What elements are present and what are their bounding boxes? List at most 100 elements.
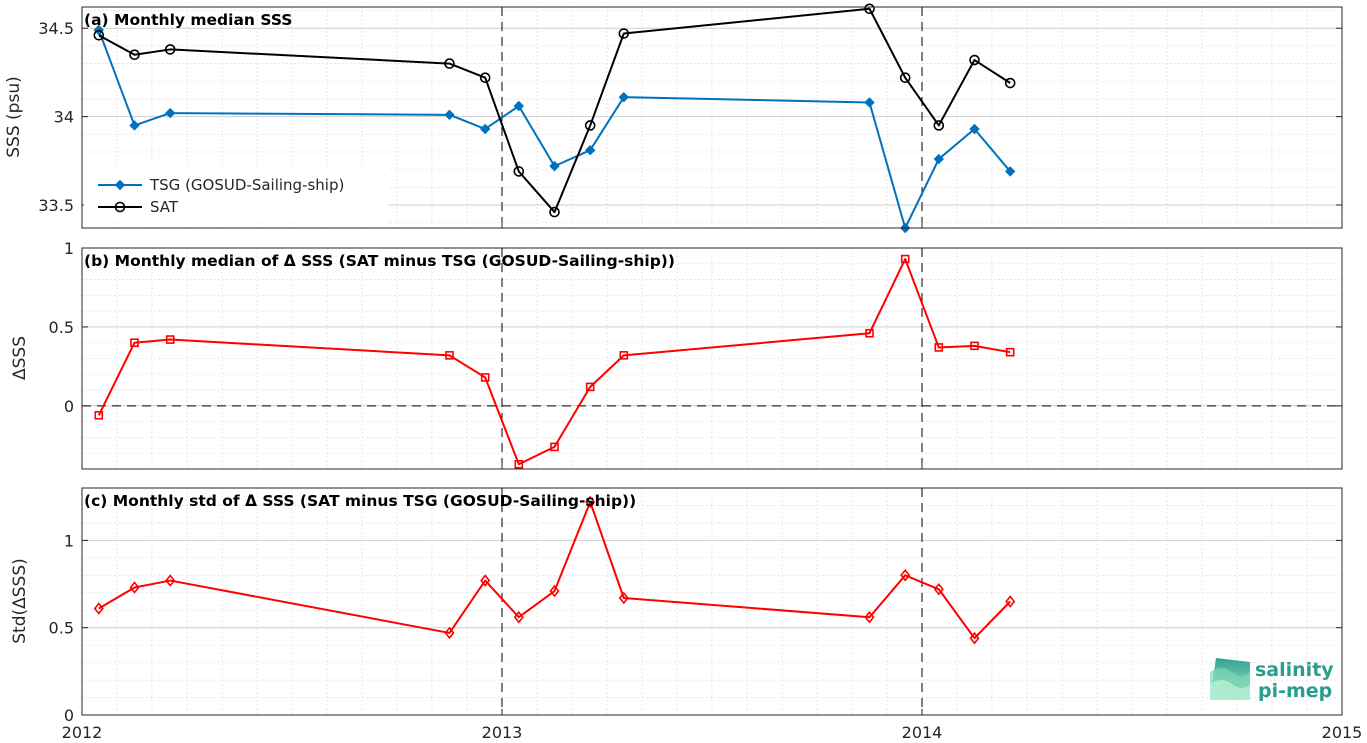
data-point-1-8 [618,28,630,39]
data-point-1-4 [479,72,491,84]
y-tick-label: 1 [64,531,74,550]
data-point-0-11 [933,582,944,596]
data-point-0-7 [585,382,595,392]
salinity-pi-mep-logo: salinity pi-mep [1210,658,1334,702]
series-line-0 [97,29,1011,229]
data-point-1-6 [549,206,560,218]
legend-box [84,165,388,223]
y-tick-label: 0.5 [49,318,74,337]
data-point-0-0 [93,602,104,615]
data-point-0-1 [130,338,139,348]
data-point-0-3 [445,351,454,360]
legend: TSG (GOSUD-Sailing-ship) SAT [84,165,388,223]
logo-line1: salinity [1255,659,1334,681]
data-point-1-5 [513,166,525,177]
data-point-0-13 [1004,166,1016,177]
data-point-1-13 [1004,77,1016,89]
data-point-1-11 [933,120,945,131]
x-tick-label: 2013 [482,723,523,742]
data-point-0-9 [864,97,875,108]
logo-wave-icon [1210,658,1250,700]
legend-tsg-marker [114,179,126,191]
panel-a-monthly-median-sss: 33.5 34 34.5 (a) Monthly median SSS SSS (p… [4,3,1343,234]
panel-c-std-delta-sss: 00.51 (c) Monthly std of Δ SSS (SAT minu… [10,487,1343,725]
panel-c-title: (c) Monthly std of Δ SSS (SAT minus TSG … [84,492,636,510]
data-point-0-0 [93,24,105,36]
y-tick-label: 0 [64,706,74,725]
data-point-0-3 [444,626,455,640]
data-point-0-4 [480,574,491,587]
data-point-0-6 [549,160,560,172]
data-point-0-12 [969,123,980,135]
panel-b-y-ticks: 00.51 [49,239,1343,469]
data-point-0-5 [513,100,525,112]
series-line-1 [98,7,1011,214]
panel-b-title: (b) Monthly median of Δ SSS (SAT minus T… [84,252,675,270]
data-point-1-10 [899,72,911,84]
data-point-0-7 [584,145,596,156]
data-point-0-4 [480,373,490,382]
data-point-0-2 [165,335,175,344]
data-point-0-10 [900,254,910,264]
data-point-0-13 [1005,595,1016,608]
y-tick-label: 0.5 [49,619,74,638]
data-point-0-1 [129,581,140,594]
logo-line2: pi-mep [1258,680,1332,702]
data-point-0-11 [934,343,944,352]
data-point-0-6 [550,442,559,452]
data-point-0-1 [129,120,140,131]
panel-b-axes-box [81,247,1343,470]
data-point-0-2 [164,107,176,119]
data-point-0-4 [479,123,491,135]
legend-sat-marker [114,201,126,213]
panel-c-year-lines [501,488,923,715]
panel-a-axes-box [81,6,1343,229]
data-point-1-2 [164,44,176,55]
data-point-0-8 [618,591,629,605]
panel-c-axes-box [81,487,1343,716]
panel-c-series [93,495,1016,645]
panel-c-ylabel: Std(ΔSSS) [10,558,30,644]
panel-b-series [94,254,1015,469]
data-point-0-8 [618,91,630,103]
data-point-0-10 [900,569,911,582]
y-tick-label: 34 [54,108,74,127]
data-point-1-1 [129,49,140,61]
data-point-0-2 [165,574,176,587]
data-point-0-5 [514,459,524,469]
x-axis-tick-labels: 2012 2013 2014 2015 [62,723,1363,742]
x-tick-label: 2015 [1322,723,1363,742]
panel-a-y-ticks: 33.5 34 34.5 [38,19,1343,228]
legend-tsg-label: TSG (GOSUD-Sailing-ship) [149,176,344,194]
legend-sat-label: SAT [150,198,179,216]
x-tick-label: 2012 [62,723,103,742]
data-point-0-7 [585,495,596,509]
panel-b-median-delta-sss: 00.51 (b) Monthly median of Δ SSS (SAT m… [10,239,1343,470]
data-point-0-5 [513,610,524,624]
panel-a-ylabel: SSS (psu) [4,76,24,157]
data-point-0-13 [1005,347,1015,357]
data-point-1-7 [584,120,596,131]
panel-b-ylabel: ΔSSS [10,336,30,380]
data-point-1-3 [444,58,455,69]
y-tick-label: 0 [64,397,74,416]
data-point-1-9 [864,3,875,15]
data-point-0-9 [865,328,874,338]
series-line-0 [97,258,1011,466]
data-point-0-12 [969,631,980,645]
data-point-0-11 [933,153,945,165]
y-tick-label: 34.5 [38,19,74,38]
y-tick-label: 33.5 [38,196,74,215]
y-tick-label: 1 [64,239,74,258]
x-tick-label: 2014 [902,723,943,742]
data-point-0-8 [619,351,629,360]
series-line-0 [98,500,1011,640]
panel-a-series [93,3,1016,234]
data-point-1-0 [93,29,105,41]
data-point-0-6 [549,584,560,598]
data-point-1-12 [969,54,980,66]
data-point-0-9 [864,610,875,624]
panel-c-y-ticks: 00.51 [49,531,1343,725]
panel-a-title: (a) Monthly median SSS [84,11,292,29]
